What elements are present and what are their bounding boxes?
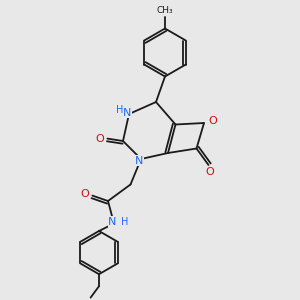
Text: O: O [80, 189, 89, 199]
Text: N: N [135, 155, 144, 166]
Text: H: H [116, 105, 123, 116]
Text: H: H [121, 217, 128, 227]
Text: CH₃: CH₃ [157, 6, 173, 15]
Text: O: O [206, 167, 214, 177]
Text: N: N [123, 107, 132, 118]
Text: O: O [95, 134, 104, 144]
Text: N: N [108, 217, 117, 227]
Text: O: O [208, 116, 217, 127]
